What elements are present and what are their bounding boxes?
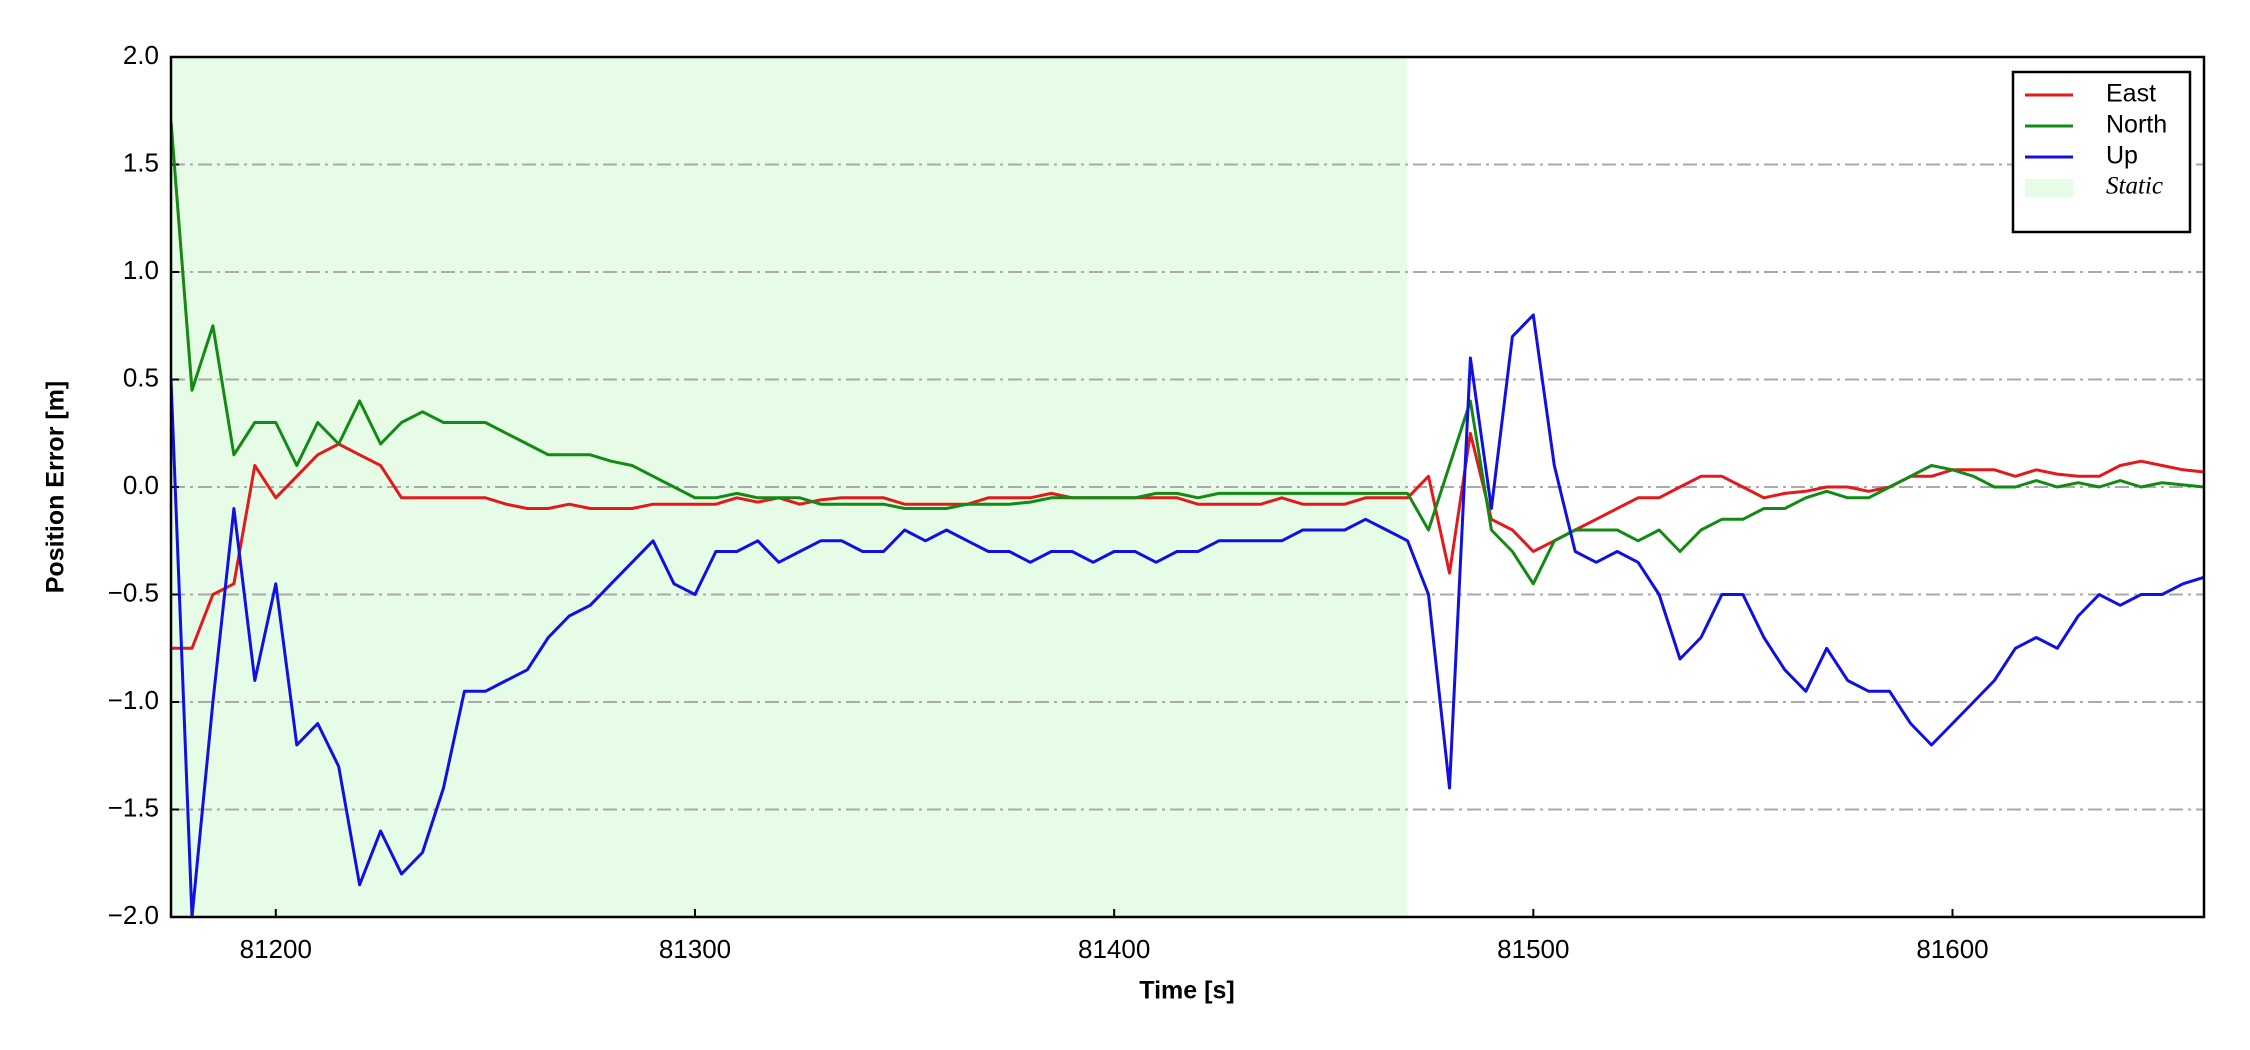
legend-label: Up (2106, 142, 2138, 170)
shaded-region (171, 57, 1408, 917)
x-tick-label: 81200 (240, 934, 312, 964)
y-tick-label: −1.0 (108, 685, 159, 715)
plot-frame (169, 55, 2206, 919)
legend-label: Static (2106, 173, 2163, 200)
y-tick-label: 1.5 (123, 147, 159, 177)
y-tick-label: 0.0 (123, 470, 159, 500)
y-tick-label: −2.0 (108, 900, 159, 930)
x-tick-label: 81400 (1078, 934, 1150, 964)
y-tick-label: 0.5 (123, 362, 159, 392)
y-tick-label: 1.0 (123, 255, 159, 285)
x-tick-label: 81500 (1497, 934, 1569, 964)
y-tick-label: 2.0 (123, 40, 159, 70)
plot-area (171, 121, 2204, 917)
y-axis-label: Position Error [m] (42, 381, 70, 594)
legend-label: North (2106, 111, 2167, 139)
legend-swatch (2025, 179, 2073, 197)
legend-box (2011, 70, 2192, 234)
line-series (171, 431, 2204, 650)
legend-label: East (2106, 80, 2156, 108)
line-series (171, 313, 2204, 917)
x-tick-label: 81600 (1916, 934, 1988, 964)
y-tick-label: −1.5 (108, 792, 159, 822)
x-axis-label: Time [s] (1139, 977, 1234, 1005)
x-tick-label: 81300 (659, 934, 731, 964)
line-series (171, 121, 2204, 586)
y-tick-label: −0.5 (108, 577, 159, 607)
